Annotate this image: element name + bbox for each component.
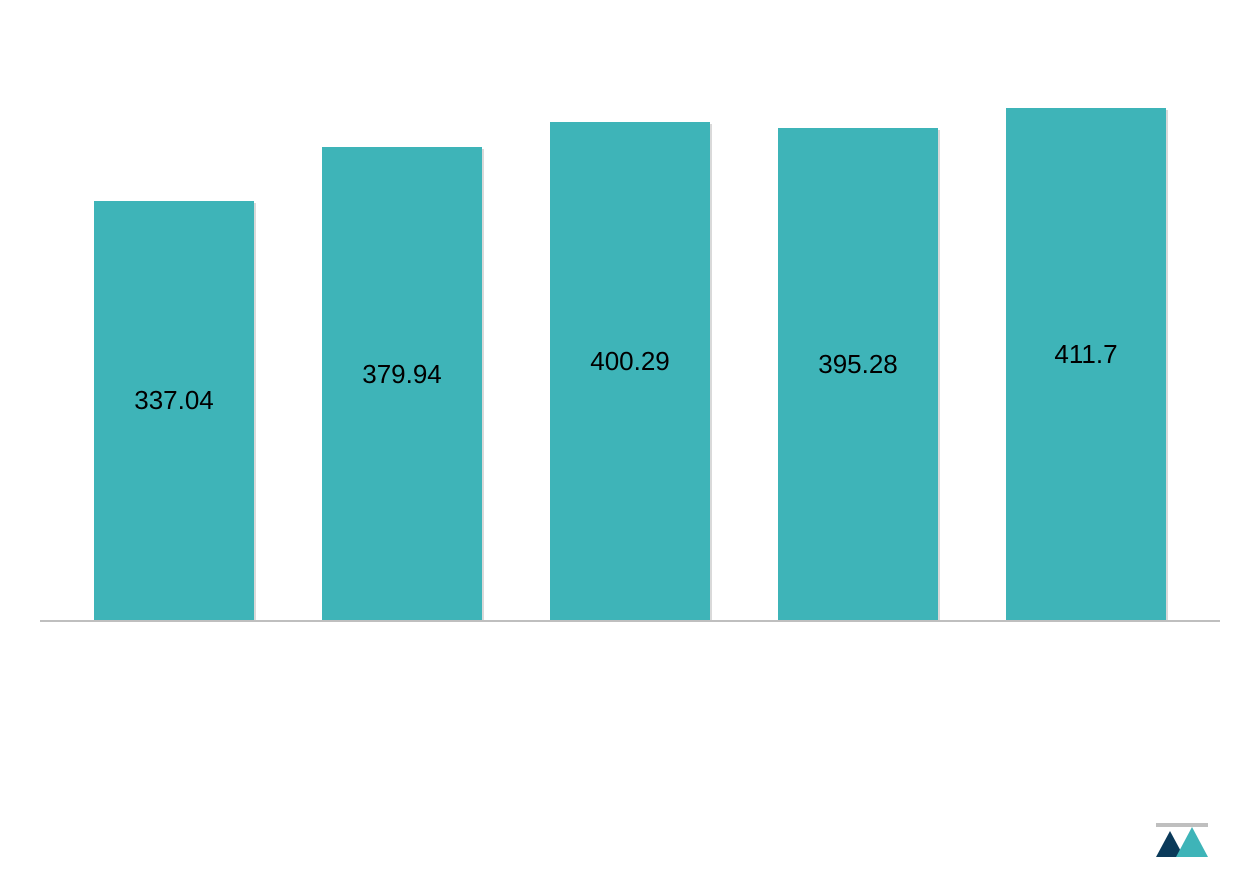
bar-value-label: 400.29 (590, 346, 670, 377)
bar-value-label: 411.7 (1054, 339, 1117, 370)
bar: 395.28 (778, 128, 938, 620)
bar-wrapper: 400.29 (550, 122, 710, 620)
bars-area: 337.04 379.94 400.29 395.28 411.7 (40, 60, 1220, 620)
bar: 411.7 (1006, 108, 1166, 620)
mordor-intelligence-logo-icon (1152, 819, 1212, 859)
bar-value-label: 379.94 (362, 359, 442, 390)
bar-wrapper: 337.04 (94, 201, 254, 620)
bar-value-label: 337.04 (134, 385, 214, 416)
bar-chart: 337.04 379.94 400.29 395.28 411.7 (40, 60, 1220, 620)
bar: 337.04 (94, 201, 254, 620)
bar-value-label: 395.28 (818, 349, 898, 380)
bar-wrapper: 395.28 (778, 128, 938, 620)
bar-wrapper: 411.7 (1006, 108, 1166, 620)
bar-wrapper: 379.94 (322, 147, 482, 620)
bar: 379.94 (322, 147, 482, 620)
chart-baseline (40, 620, 1220, 622)
bar: 400.29 (550, 122, 710, 620)
